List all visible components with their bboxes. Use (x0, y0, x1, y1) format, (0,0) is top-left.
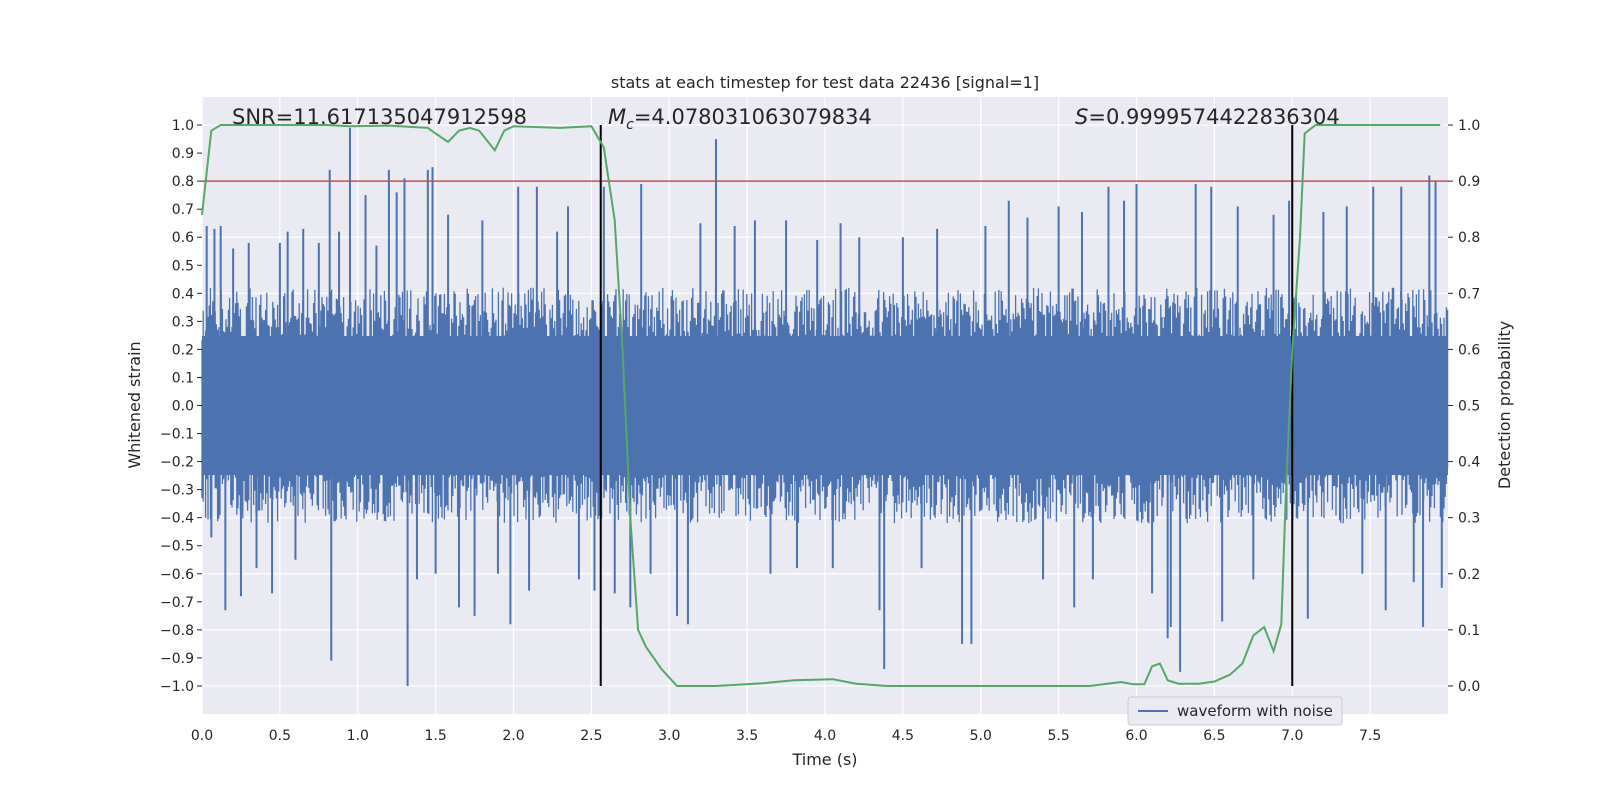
y-right-tick-label: 0.4 (1458, 455, 1480, 471)
y-right-tick-label: 0.2 (1458, 567, 1480, 583)
chirp-mass-symbol: M (608, 105, 626, 129)
y-left-tick-label: 0.7 (172, 202, 194, 218)
chirp-mass-subscript: c (626, 117, 634, 133)
snr-annotation: SNR=11.617135047912598 (232, 105, 527, 129)
x-tick-label: 1.0 (347, 728, 369, 744)
y-left-tick-label: 0.1 (172, 370, 194, 386)
x-tick-label: 2.0 (502, 728, 524, 744)
y-left-axis-ticks: 1.0 0.9 0.8 0.7 0.6 0.5 0.4 0.3 0.2 0.1 0.0 −0.1 −0.… (160, 118, 202, 695)
y-left-axis-label: Whitened strain (125, 341, 144, 468)
x-tick-label: 6.0 (1125, 728, 1147, 744)
x-tick-label: 0.0 (191, 728, 213, 744)
x-tick-label: 1.5 (424, 728, 446, 744)
waveform-spikes (205, 127, 1443, 686)
x-tick-label: 5.5 (1047, 728, 1069, 744)
x-tick-label: 0.5 (269, 728, 291, 744)
y-left-tick-label: −0.9 (160, 651, 194, 667)
y-right-tick-label: 0.9 (1458, 174, 1480, 190)
y-left-tick-label: −0.2 (160, 455, 194, 471)
series-line-detection-probability (201, 124, 1441, 687)
y-right-axis-ticks: 1.0 0.9 0.8 0.7 0.6 0.5 0.4 0.3 0.2 0.1 0.0 (1448, 118, 1480, 695)
y-left-tick-label: 0.2 (172, 342, 194, 358)
x-tick-label: 6.5 (1203, 728, 1225, 744)
y-right-tick-label: 0.1 (1458, 623, 1480, 639)
x-tick-label: 7.5 (1359, 728, 1381, 744)
y-left-tick-label: −0.1 (160, 427, 194, 443)
y-right-tick-label: 0.3 (1458, 511, 1480, 527)
x-tick-label: 2.5 (580, 728, 602, 744)
y-left-tick-label: 0.5 (172, 258, 194, 274)
event-markers (599, 125, 1294, 686)
x-tick-label: 7.0 (1281, 728, 1303, 744)
legend-label: waveform with noise (1177, 702, 1333, 720)
x-tick-label: 4.5 (892, 728, 914, 744)
chirp-mass-value: =4.078031063079834 (634, 105, 872, 129)
y-left-tick-label: −0.8 (160, 623, 194, 639)
y-right-axis-label: Detection probability (1495, 321, 1514, 489)
legend-box (1127, 696, 1343, 726)
score-symbol: S (1075, 105, 1088, 129)
y-left-tick-label: 0.0 (172, 399, 194, 415)
chirp-mass-annotation: Mc=4.078031063079834 (608, 105, 872, 133)
score-value: =0.9999574422836304 (1088, 105, 1339, 129)
x-tick-label: 3.5 (736, 728, 758, 744)
chart-title: stats at each timestep for test data 224… (611, 73, 1039, 92)
y-right-tick-label: 0.6 (1458, 342, 1480, 358)
y-left-tick-label: −0.3 (160, 483, 194, 499)
x-axis-label: Time (s) (791, 750, 857, 769)
legend: waveform with noise (1127, 696, 1343, 726)
y-left-tick-label: −0.5 (160, 539, 194, 555)
y-left-tick-label: −0.6 (160, 567, 194, 583)
y-right-tick-label: 0.5 (1458, 399, 1480, 415)
y-left-tick-label: −0.4 (160, 511, 194, 527)
y-left-tick-label: 0.9 (172, 146, 194, 162)
y-left-tick-label: 0.6 (172, 230, 194, 246)
y-left-tick-label: 1.0 (172, 118, 194, 134)
y-left-tick-label: 0.3 (172, 314, 194, 330)
x-tick-label: 5.0 (970, 728, 992, 744)
y-right-tick-label: 0.8 (1458, 230, 1480, 246)
y-right-tick-label: 1.0 (1458, 118, 1480, 134)
y-left-tick-label: −1.0 (160, 679, 194, 695)
x-axis-ticks: 0.0 0.5 1.0 1.5 2.0 2.5 3.0 3.5 4.0 4.5 5.0 5.5 6.0 6… (191, 728, 1381, 744)
y-left-tick-label: 0.4 (172, 286, 194, 302)
x-tick-label: 4.0 (814, 728, 836, 744)
y-left-tick-label: −0.7 (160, 595, 194, 611)
y-right-tick-label: 0.0 (1458, 679, 1480, 695)
waveform-noise-band (201, 287, 1449, 524)
score-annotation: S=0.9999574422836304 (1075, 105, 1340, 129)
x-tick-label: 3.0 (658, 728, 680, 744)
y-right-tick-label: 0.7 (1458, 286, 1480, 302)
y-left-tick-label: 0.8 (172, 174, 194, 190)
